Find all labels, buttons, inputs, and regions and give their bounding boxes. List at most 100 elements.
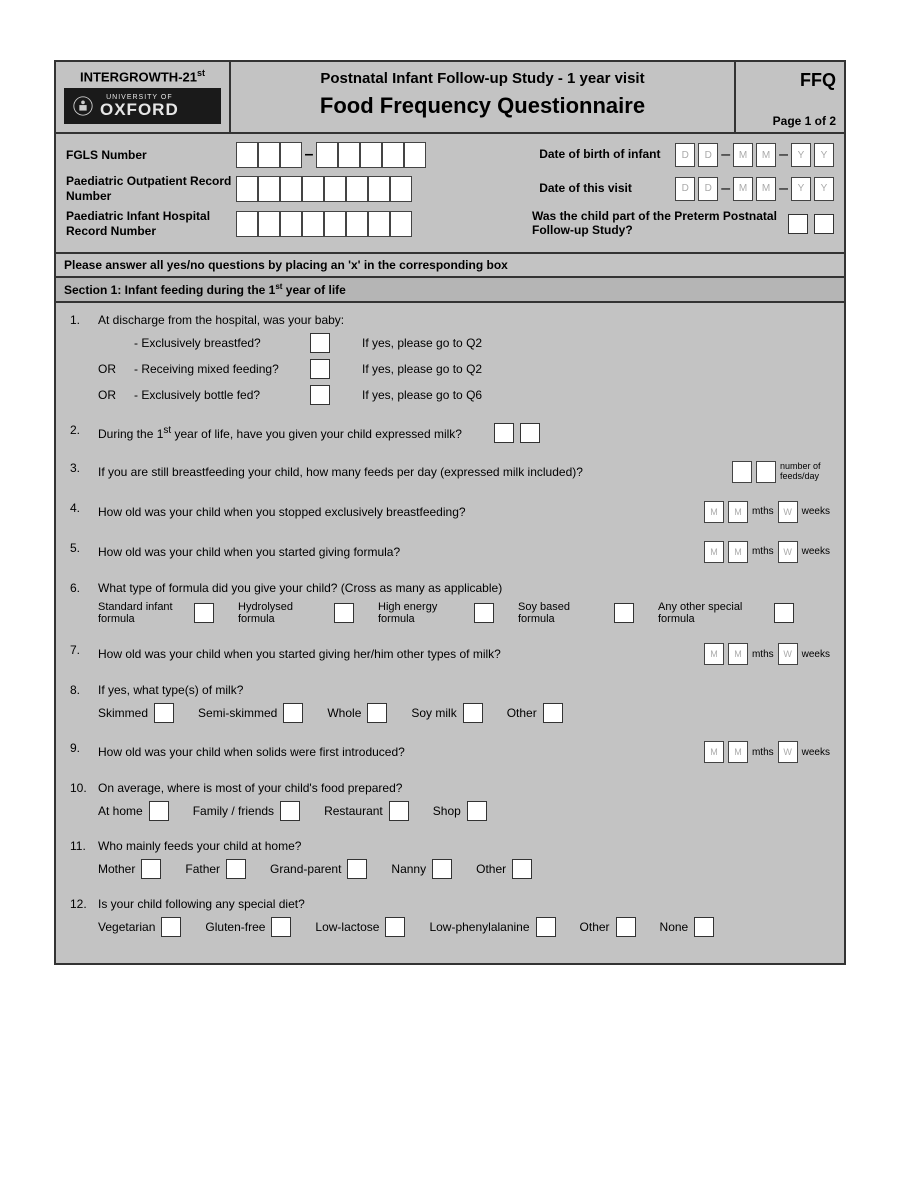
form-header: INTERGROWTH-21st UNIVERSITY OF OXFORD Po… <box>56 62 844 134</box>
q12-check-2[interactable] <box>385 917 405 937</box>
input-box[interactable]: Y <box>814 177 834 201</box>
q12-check-4[interactable] <box>616 917 636 937</box>
input-box[interactable] <box>258 176 280 202</box>
q11-opt-2: Grand-parent <box>270 862 341 876</box>
weeks-box[interactable]: W <box>778 541 798 563</box>
question-11: 11. Who mainly feeds your child at home?… <box>70 839 830 885</box>
weeks-box[interactable]: W <box>778 643 798 665</box>
input-box[interactable] <box>360 142 382 168</box>
id-panel: FGLS Number – Date of birth of infant DD… <box>56 134 844 254</box>
input-box[interactable] <box>404 142 426 168</box>
q12-check-0[interactable] <box>161 917 181 937</box>
q6-check-1[interactable] <box>334 603 354 623</box>
q8-opt-4: Other <box>507 706 537 720</box>
q12-check-3[interactable] <box>536 917 556 937</box>
input-box[interactable] <box>280 176 302 202</box>
q12-check-1[interactable] <box>271 917 291 937</box>
input-box[interactable]: Y <box>791 143 811 167</box>
input-box[interactable] <box>280 211 302 237</box>
input-box[interactable] <box>236 211 258 237</box>
input-box[interactable] <box>280 142 302 168</box>
q2-yes-checkbox[interactable] <box>494 423 514 443</box>
q1-b-checkbox[interactable] <box>310 359 330 379</box>
ffq-label: FFQ <box>744 70 836 91</box>
input-box[interactable]: D <box>698 143 718 167</box>
input-box[interactable] <box>368 176 390 202</box>
paed-out-boxes <box>236 176 412 202</box>
q10-check-3[interactable] <box>467 801 487 821</box>
input-box[interactable]: M <box>733 143 753 167</box>
input-box[interactable] <box>324 176 346 202</box>
input-box[interactable]: D <box>698 177 718 201</box>
months-box[interactable]: M <box>704 741 724 763</box>
input-box[interactable] <box>382 142 404 168</box>
input-box[interactable]: D <box>675 177 695 201</box>
q10-check-1[interactable] <box>280 801 300 821</box>
input-box[interactable] <box>390 176 412 202</box>
dob-group: Date of birth of infant DD – MM – YY <box>539 143 834 167</box>
q11-check-4[interactable] <box>512 859 532 879</box>
input-box[interactable] <box>258 211 280 237</box>
visit-label: Date of this visit <box>539 182 669 196</box>
input-box[interactable] <box>368 211 390 237</box>
q6-check-2[interactable] <box>474 603 494 623</box>
q11-opt-4: Other <box>476 862 506 876</box>
dash: – <box>779 180 788 198</box>
input-box[interactable] <box>302 211 324 237</box>
q11-check-1[interactable] <box>226 859 246 879</box>
preterm-no-checkbox[interactable] <box>814 214 834 234</box>
q6-opt-4: Any other special formula <box>658 601 768 625</box>
q3-input[interactable] <box>732 461 752 483</box>
q2-no-checkbox[interactable] <box>520 423 540 443</box>
input-box[interactable]: M <box>756 177 776 201</box>
input-box[interactable] <box>236 176 258 202</box>
input-box[interactable]: D <box>675 143 695 167</box>
q1-a-checkbox[interactable] <box>310 333 330 353</box>
input-box[interactable]: Y <box>814 143 834 167</box>
q11-check-0[interactable] <box>141 859 161 879</box>
input-box[interactable]: Y <box>791 177 811 201</box>
q8-check-2[interactable] <box>367 703 387 723</box>
weeks-box[interactable]: W <box>778 501 798 523</box>
q8-check-3[interactable] <box>463 703 483 723</box>
mths-label: mths <box>752 747 774 758</box>
input-box[interactable]: M <box>756 143 776 167</box>
q6-check-0[interactable] <box>194 603 214 623</box>
visit-group: Date of this visit DD – MM – YY <box>539 177 834 201</box>
input-box[interactable] <box>346 211 368 237</box>
months-box[interactable]: M <box>728 501 748 523</box>
input-box[interactable] <box>302 176 324 202</box>
input-box[interactable] <box>346 176 368 202</box>
q6-check-3[interactable] <box>614 603 634 623</box>
months-box[interactable]: M <box>728 643 748 665</box>
months-box[interactable]: M <box>704 643 724 665</box>
dash: – <box>302 146 316 164</box>
q8-check-0[interactable] <box>154 703 174 723</box>
or-label: OR <box>98 388 128 402</box>
q11-check-2[interactable] <box>347 859 367 879</box>
q8-check-1[interactable] <box>283 703 303 723</box>
months-box[interactable]: M <box>728 741 748 763</box>
q12-check-5[interactable] <box>694 917 714 937</box>
input-box[interactable]: M <box>733 177 753 201</box>
q8-check-4[interactable] <box>543 703 563 723</box>
months-box[interactable]: M <box>728 541 748 563</box>
input-box[interactable] <box>236 142 258 168</box>
q9-number: 9. <box>70 741 98 769</box>
q10-check-0[interactable] <box>149 801 169 821</box>
months-box[interactable]: M <box>704 501 724 523</box>
input-box[interactable] <box>390 211 412 237</box>
q1-c-checkbox[interactable] <box>310 385 330 405</box>
months-box[interactable]: M <box>704 541 724 563</box>
q3-input[interactable] <box>756 461 776 483</box>
q11-check-3[interactable] <box>432 859 452 879</box>
q4-number: 4. <box>70 501 98 529</box>
input-box[interactable] <box>258 142 280 168</box>
q6-check-4[interactable] <box>774 603 794 623</box>
input-box[interactable] <box>324 211 346 237</box>
weeks-box[interactable]: W <box>778 741 798 763</box>
q10-check-2[interactable] <box>389 801 409 821</box>
input-box[interactable] <box>316 142 338 168</box>
preterm-yes-checkbox[interactable] <box>788 214 808 234</box>
input-box[interactable] <box>338 142 360 168</box>
